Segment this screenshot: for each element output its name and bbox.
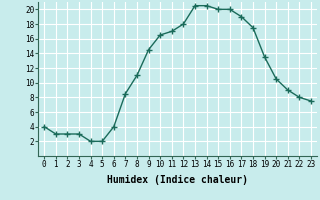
X-axis label: Humidex (Indice chaleur): Humidex (Indice chaleur) (107, 175, 248, 185)
